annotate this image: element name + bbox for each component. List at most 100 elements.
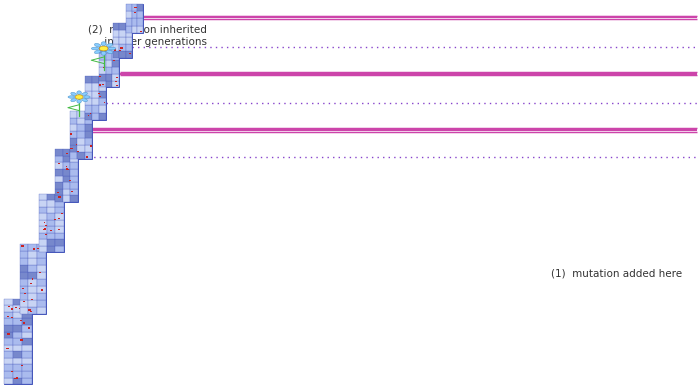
Bar <box>20 272 29 279</box>
Bar <box>20 340 23 341</box>
Bar <box>99 76 101 77</box>
Bar <box>85 76 92 83</box>
Bar <box>13 312 22 319</box>
Bar <box>70 138 78 145</box>
Bar <box>47 213 55 220</box>
Text: (2)  mutation inherited
     in later generations: (2) mutation inherited in later generati… <box>88 25 206 47</box>
Bar <box>20 300 29 307</box>
Bar <box>99 98 106 106</box>
Bar <box>71 169 78 175</box>
Bar <box>113 44 120 51</box>
Circle shape <box>99 46 108 51</box>
Bar <box>13 371 22 378</box>
Bar <box>50 230 52 232</box>
Bar <box>113 37 120 44</box>
Bar <box>116 85 118 86</box>
Bar <box>20 320 22 321</box>
Bar <box>99 76 106 83</box>
Bar <box>22 364 32 371</box>
Bar <box>15 307 17 308</box>
Bar <box>22 371 32 378</box>
Bar <box>99 84 101 86</box>
Bar <box>126 26 132 33</box>
Bar <box>70 125 78 132</box>
Bar <box>22 305 32 312</box>
Bar <box>4 332 13 338</box>
Bar <box>22 312 32 319</box>
Bar <box>132 26 137 33</box>
Bar <box>37 300 46 307</box>
Bar <box>85 90 92 98</box>
Bar <box>4 305 13 312</box>
Bar <box>55 220 64 226</box>
Bar <box>47 220 55 226</box>
Bar <box>55 169 62 175</box>
Bar <box>8 306 10 307</box>
Bar <box>106 47 113 53</box>
Bar <box>4 364 13 371</box>
Bar <box>70 133 72 135</box>
Bar <box>57 192 60 193</box>
Bar <box>134 7 136 8</box>
Bar <box>37 244 46 251</box>
Bar <box>92 98 99 106</box>
Bar <box>113 74 119 81</box>
Bar <box>113 47 119 53</box>
Bar <box>22 332 32 338</box>
Bar <box>20 258 29 265</box>
Bar <box>4 319 13 325</box>
Bar <box>31 299 34 300</box>
Bar <box>116 81 118 82</box>
Bar <box>55 207 64 213</box>
Bar <box>20 307 29 314</box>
Bar <box>85 106 92 113</box>
Bar <box>70 145 78 152</box>
Bar <box>62 156 71 163</box>
Bar <box>98 93 100 94</box>
Bar <box>113 81 119 87</box>
Bar <box>47 207 55 213</box>
Ellipse shape <box>94 50 101 54</box>
Bar <box>70 118 78 125</box>
Bar <box>85 138 92 145</box>
Bar <box>20 265 29 272</box>
Bar <box>90 113 92 114</box>
Bar <box>29 265 37 272</box>
Bar <box>102 84 104 85</box>
Bar <box>113 23 120 30</box>
Bar <box>28 309 31 310</box>
Bar <box>120 23 125 30</box>
Bar <box>20 251 29 258</box>
Bar <box>55 163 62 169</box>
Bar <box>62 189 71 195</box>
Bar <box>85 145 92 152</box>
Bar <box>78 138 85 145</box>
Bar <box>13 351 22 358</box>
Circle shape <box>75 95 83 99</box>
Bar <box>43 222 45 223</box>
Bar <box>78 111 85 118</box>
Bar <box>58 196 61 197</box>
Bar <box>6 348 8 349</box>
Bar <box>120 44 125 51</box>
Bar <box>113 23 132 58</box>
Bar <box>77 151 78 152</box>
Bar <box>37 258 46 265</box>
Text: (1)  mutation added here: (1) mutation added here <box>552 268 682 279</box>
Bar <box>126 11 132 18</box>
Bar <box>132 18 137 26</box>
Bar <box>13 358 22 364</box>
Bar <box>62 182 71 189</box>
Bar <box>37 307 46 314</box>
Bar <box>47 246 55 252</box>
Bar <box>106 67 113 74</box>
Bar <box>66 153 68 154</box>
Bar <box>85 118 92 125</box>
Bar <box>137 4 143 11</box>
Bar <box>99 90 106 98</box>
Bar <box>29 279 37 286</box>
Bar <box>55 239 64 246</box>
Bar <box>37 265 46 272</box>
Bar <box>11 371 13 372</box>
Bar <box>37 286 46 293</box>
